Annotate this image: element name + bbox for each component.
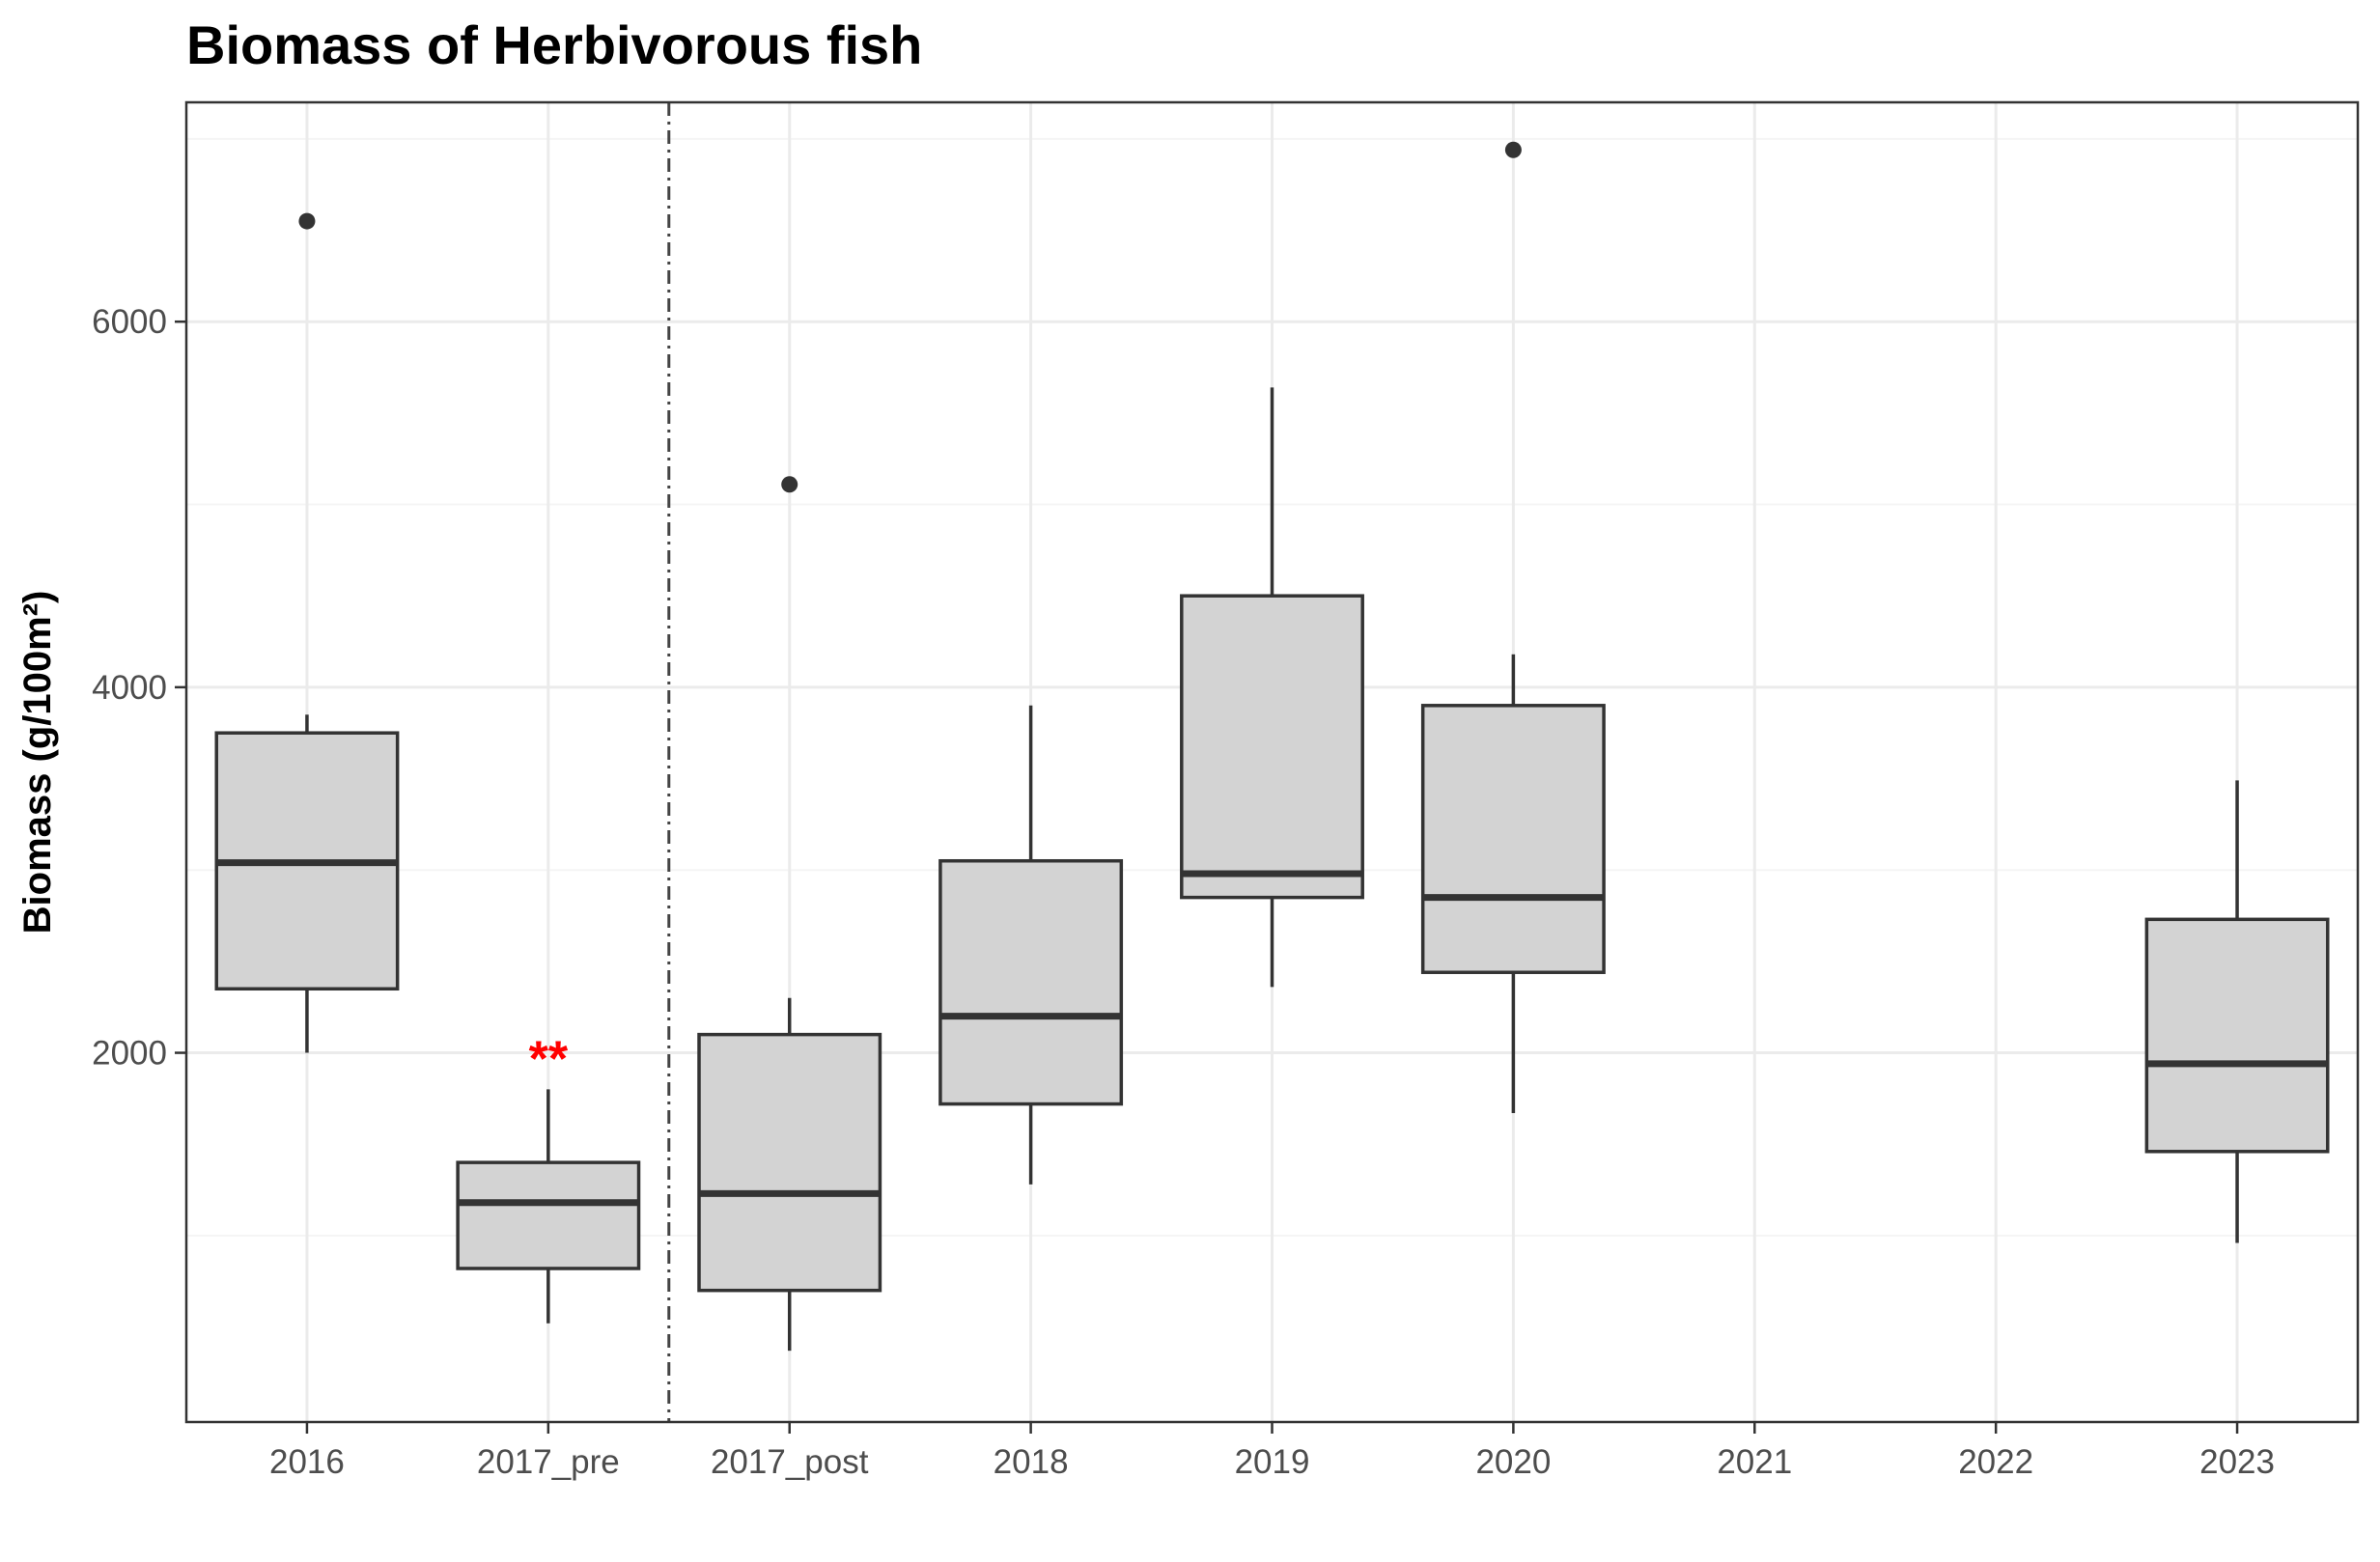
x-tick-label: 2017_pre: [477, 1443, 620, 1481]
chart-title: Biomass of Herbivorous fish: [186, 14, 922, 75]
x-tick-label: 2019: [1235, 1443, 1310, 1481]
outlier-point: [298, 212, 316, 230]
x-tick-label: 2020: [1475, 1443, 1551, 1481]
box-body: [697, 1032, 882, 1293]
x-tick-label: 2022: [1958, 1443, 2033, 1481]
box-2020: [1420, 141, 1606, 1114]
y-axis: 2000 4000 6000: [92, 303, 186, 1073]
significance-annotation: **: [529, 1032, 569, 1088]
box-2017_post: [697, 476, 882, 1352]
x-tick-label: 2017_post: [711, 1443, 869, 1481]
y-axis-label: Biomass (g/100m²): [16, 591, 59, 934]
x-axis: 2016 2017_pre 2017_post 2018 2019 2020 2021 202…: [269, 1422, 2275, 1481]
box-body: [2144, 917, 2330, 1154]
x-tick-label: 2021: [1717, 1443, 1792, 1481]
boxes-group: [214, 141, 2330, 1352]
box-body: [1420, 704, 1606, 974]
outlier-point: [781, 476, 798, 493]
y-tick-label: 2000: [92, 1035, 167, 1073]
box-2018: [938, 705, 1124, 1185]
outlier-point: [1504, 141, 1522, 158]
x-tick-label: 2018: [994, 1443, 1069, 1481]
box-body: [1180, 594, 1364, 900]
box-2017_pre: [456, 1089, 641, 1324]
box-body: [456, 1160, 641, 1270]
x-tick-label: 2023: [2199, 1443, 2275, 1481]
box-2016: [214, 212, 400, 1053]
box-2023: [2144, 780, 2330, 1243]
box-2019: [1180, 387, 1364, 988]
y-tick-label: 6000: [92, 303, 167, 341]
annotations-group: **: [529, 1032, 569, 1088]
y-tick-label: 4000: [92, 669, 167, 707]
x-tick-label: 2016: [269, 1443, 345, 1481]
box-body: [938, 858, 1124, 1106]
